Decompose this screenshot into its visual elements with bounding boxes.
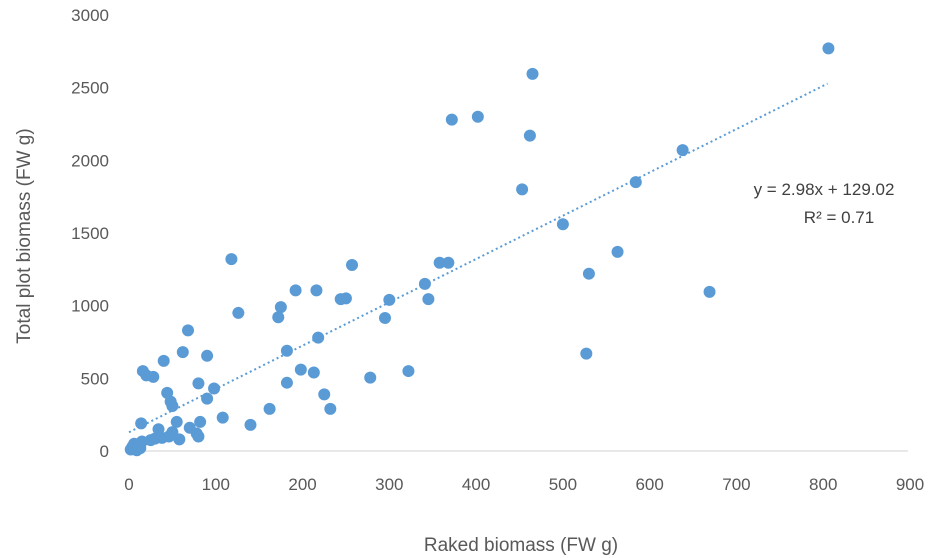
data-point <box>703 285 716 298</box>
x-tick-label: 600 <box>635 475 663 494</box>
data-point <box>822 42 835 55</box>
trendline-equation: y = 2.98x + 129.02 <box>754 180 895 199</box>
data-point <box>378 312 391 325</box>
data-point <box>318 388 331 401</box>
y-tick-label: 2500 <box>71 79 109 98</box>
y-tick-label: 3000 <box>71 6 109 25</box>
data-point <box>232 306 245 319</box>
data-point <box>310 284 323 297</box>
data-point <box>208 382 221 395</box>
data-point <box>611 245 624 258</box>
data-point <box>280 344 293 357</box>
r-squared-label: R² = 0.71 <box>804 208 874 227</box>
data-point <box>280 376 293 389</box>
data-point <box>402 365 415 378</box>
data-point <box>272 311 285 324</box>
x-axis: 0 100 200 300 400 500 600 700 800 900 <box>124 475 924 494</box>
data-point <box>157 354 170 367</box>
x-tick-label: 400 <box>462 475 490 494</box>
data-point <box>201 349 214 362</box>
y-tick-label: 1500 <box>71 224 109 243</box>
data-point <box>312 331 325 344</box>
data-point <box>582 267 595 280</box>
data-point <box>629 176 642 189</box>
data-point <box>676 144 689 157</box>
data-point <box>201 392 214 405</box>
data-point <box>225 253 238 266</box>
data-point <box>383 293 396 306</box>
data-point <box>433 256 446 269</box>
data-point <box>442 256 455 269</box>
data-point <box>244 418 257 431</box>
data-point <box>194 415 207 428</box>
y-tick-label: 500 <box>81 369 109 388</box>
y-tick-label: 2000 <box>71 151 109 170</box>
y-axis: 0 500 1000 1500 2000 2500 3000 <box>71 6 109 461</box>
x-tick-label: 200 <box>288 475 316 494</box>
data-point <box>294 363 307 376</box>
data-point <box>516 183 529 196</box>
trendline <box>128 82 829 434</box>
data-point <box>192 377 205 390</box>
data-point <box>364 371 377 384</box>
data-point <box>307 366 320 379</box>
data-point <box>182 324 195 337</box>
data-point <box>471 110 484 123</box>
data-point <box>523 129 536 142</box>
data-point <box>556 218 569 231</box>
x-tick-label: 100 <box>202 475 230 494</box>
data-point <box>418 277 431 290</box>
y-tick-label: 0 <box>100 442 109 461</box>
data-point <box>147 370 160 383</box>
data-point <box>422 293 435 306</box>
data-point <box>176 346 189 359</box>
x-tick-label: 300 <box>375 475 403 494</box>
y-axis-title: Total plot biomass (FW g) <box>14 128 35 343</box>
data-point <box>339 292 352 305</box>
data-point <box>166 399 179 412</box>
x-tick-label: 800 <box>809 475 837 494</box>
x-tick-label: 0 <box>124 475 133 494</box>
x-axis-title: Raked biomass (FW g) <box>424 535 618 556</box>
data-point <box>274 301 287 314</box>
x-tick-label: 700 <box>722 475 750 494</box>
data-point <box>135 417 148 430</box>
data-point <box>263 402 276 415</box>
data-point <box>173 433 186 446</box>
data-points <box>124 42 835 457</box>
data-point <box>445 113 458 126</box>
data-point <box>346 258 359 271</box>
data-point <box>216 411 229 424</box>
y-tick-label: 1000 <box>71 297 109 316</box>
x-tick-label: 900 <box>896 475 924 494</box>
data-point <box>526 67 539 80</box>
data-point <box>289 284 302 297</box>
data-point <box>170 415 183 428</box>
data-point <box>580 347 593 360</box>
data-point <box>324 402 337 415</box>
data-point <box>192 430 205 443</box>
x-tick-label: 500 <box>549 475 577 494</box>
